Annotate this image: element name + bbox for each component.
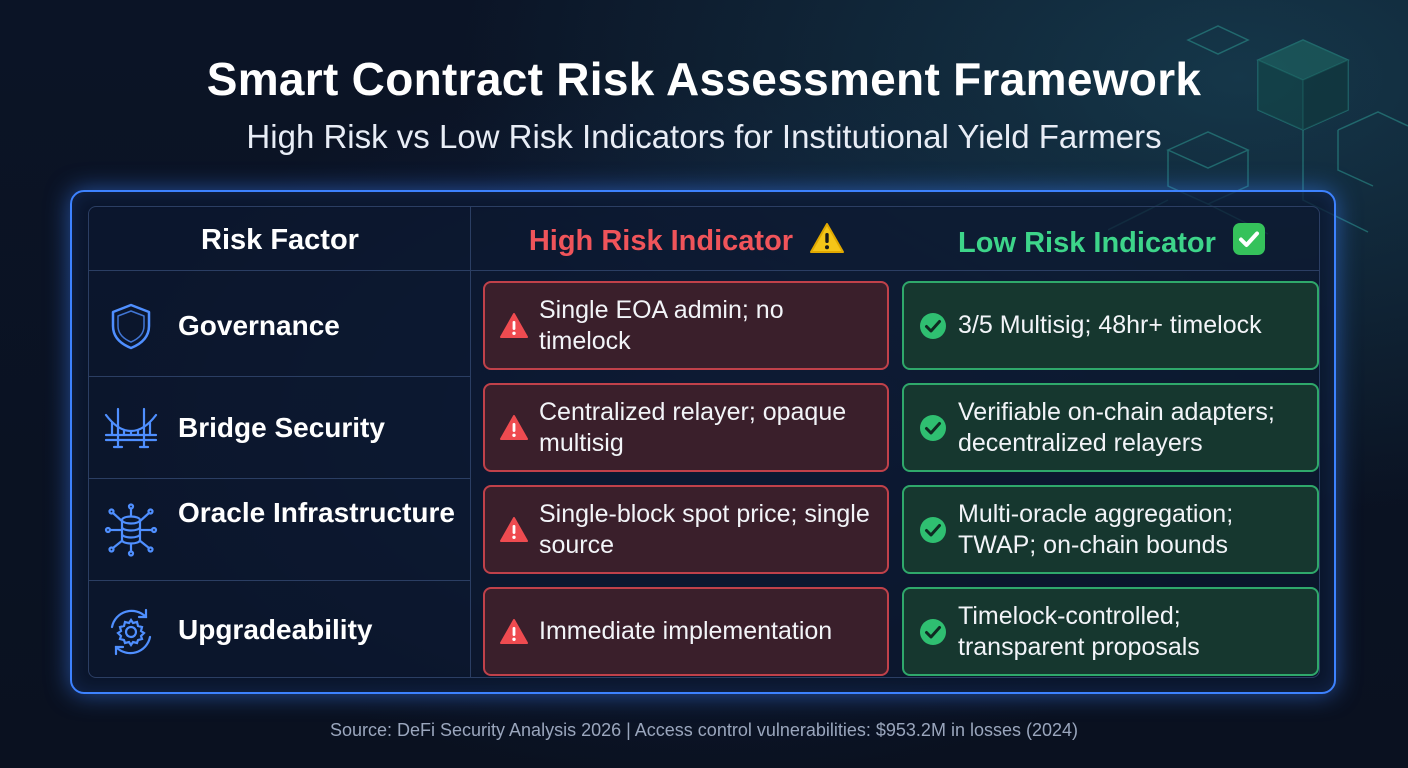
header-low-risk: Low Risk Indicator: [902, 222, 1322, 259]
shield-icon: [111, 303, 151, 350]
high-risk-text-upgradeability: Immediate implementation: [539, 617, 833, 645]
check-circle-icon: [920, 516, 946, 543]
column-divider: [470, 207, 471, 677]
warning-icon: [500, 516, 528, 542]
factor-label-governance: Governance: [178, 310, 340, 341]
row-divider: [89, 580, 470, 581]
low-risk-cell: Timelock-controlled; transparent proposa…: [902, 587, 1319, 676]
warning-icon: [500, 618, 528, 644]
decorative-cubes-graphic: [1108, 25, 1408, 235]
high-risk-cell: Centralized relayer; opaque multisig: [483, 383, 889, 472]
header-risk-factor: Risk Factor: [90, 222, 470, 258]
page-title: Smart Contract Risk Assessment Framework: [206, 53, 1202, 105]
header-high-risk: High Risk Indicator: [472, 222, 902, 258]
high-risk-text-governance: Single EOA admin; no timelock: [539, 295, 784, 355]
high-risk-text-oracle-infrastructure: Single-block spot price; single source: [539, 499, 870, 559]
low-risk-cell: Verifiable on-chain adapters; decentrali…: [902, 383, 1319, 472]
check-circle-icon: [920, 414, 946, 441]
risk-table: [88, 206, 1320, 678]
low-risk-text-governance: 3/5 Multisig; 48hr+ timelock: [958, 311, 1262, 339]
low-risk-text-oracle-infrastructure: Multi-oracle aggregation; TWAP; on-chain…: [958, 499, 1234, 559]
warning-icon: [810, 223, 845, 253]
warning-icon: [500, 312, 528, 338]
row-divider: [89, 376, 470, 377]
header-risk-factor-label: Risk Factor: [201, 224, 359, 256]
warning-icon: [500, 414, 528, 440]
low-risk-text-bridge-security: Verifiable on-chain adapters; decentrali…: [958, 397, 1275, 457]
header-divider: [89, 270, 1319, 271]
source-footnote: Source: DeFi Security Analysis 2026 | Ac…: [329, 720, 1079, 740]
header-low-risk-label: Low Risk Indicator: [958, 227, 1216, 259]
low-risk-cell: 3/5 Multisig; 48hr+ timelock: [902, 281, 1319, 370]
row-divider: [89, 478, 470, 479]
gear-refresh-icon: [110, 608, 152, 656]
header-high-risk-label: High Risk Indicator: [528, 225, 794, 257]
high-risk-cell: Single EOA admin; no timelock: [483, 281, 889, 370]
high-risk-cell: Single-block spot price; single source: [483, 485, 889, 574]
high-risk-cell: Immediate implementation: [483, 587, 889, 676]
low-risk-text-upgradeability: Timelock-controlled; transparent proposa…: [958, 601, 1200, 661]
factor-label-oracle-infrastructure: Oracle Infrastructure: [178, 497, 455, 528]
high-risk-text-bridge-security: Centralized relayer; opaque multisig: [539, 397, 847, 457]
factor-label-upgradeability: Upgradeability: [178, 614, 373, 645]
database-network-icon: [104, 503, 158, 557]
low-risk-cell: Multi-oracle aggregation; TWAP; on-chain…: [902, 485, 1319, 574]
factor-label-bridge-security: Bridge Security: [178, 412, 385, 443]
check-circle-icon: [920, 312, 946, 339]
check-box-icon: [1232, 223, 1265, 255]
bridge-icon: [104, 407, 158, 449]
check-circle-icon: [920, 618, 946, 645]
page-subtitle: High Risk vs Low Risk Indicators for Ins…: [246, 118, 1162, 155]
